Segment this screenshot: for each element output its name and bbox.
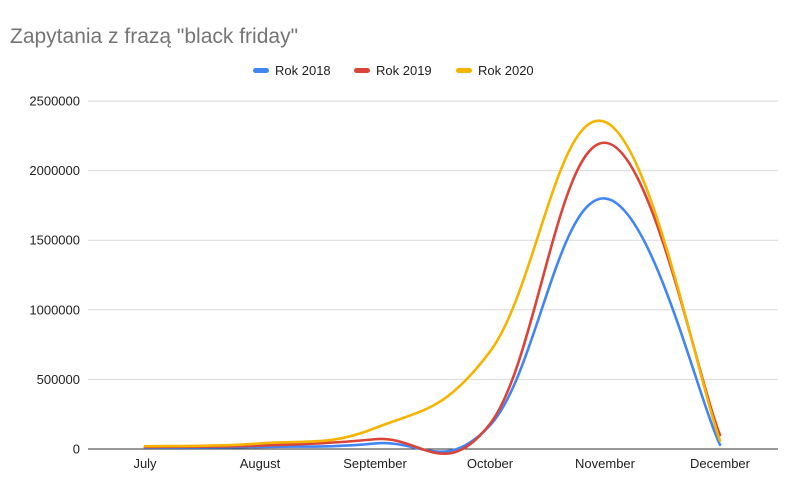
x-tick-label: December bbox=[690, 456, 751, 471]
legend-swatch bbox=[354, 68, 370, 73]
y-axis: 0 500000 1000000 1500000 2000000 2500000 bbox=[29, 94, 80, 457]
y-tick-label: 2000000 bbox=[29, 163, 80, 178]
legend-label: Rok 2018 bbox=[275, 63, 331, 78]
legend-swatch bbox=[456, 68, 472, 73]
x-axis: July August September October November Decemb… bbox=[133, 456, 750, 471]
series-line-rok-2018 bbox=[143, 197, 722, 453]
x-tick-label: August bbox=[240, 456, 281, 471]
chart-title: Zapytania z frazą "black friday" bbox=[10, 25, 298, 48]
series-line-rok-2019 bbox=[143, 141, 722, 455]
x-tick-label: September bbox=[343, 456, 407, 471]
series-line-rok-2020 bbox=[143, 119, 722, 448]
legend-swatch bbox=[253, 68, 269, 73]
gridlines bbox=[88, 100, 778, 450]
series-lines bbox=[143, 119, 722, 455]
y-tick-label: 500000 bbox=[37, 372, 80, 387]
y-tick-label: 2500000 bbox=[29, 94, 80, 109]
y-tick-label: 1000000 bbox=[29, 302, 80, 317]
y-tick-label: 0 bbox=[73, 442, 80, 457]
y-tick-label: 1500000 bbox=[29, 233, 80, 248]
legend-label: Rok 2019 bbox=[376, 63, 432, 78]
x-tick-label: July bbox=[133, 456, 157, 471]
legend-label: Rok 2020 bbox=[478, 63, 534, 78]
x-tick-label: October bbox=[467, 456, 514, 471]
legend: Rok 2018 Rok 2019 Rok 2020 bbox=[253, 63, 534, 78]
x-tick-label: November bbox=[575, 456, 636, 471]
